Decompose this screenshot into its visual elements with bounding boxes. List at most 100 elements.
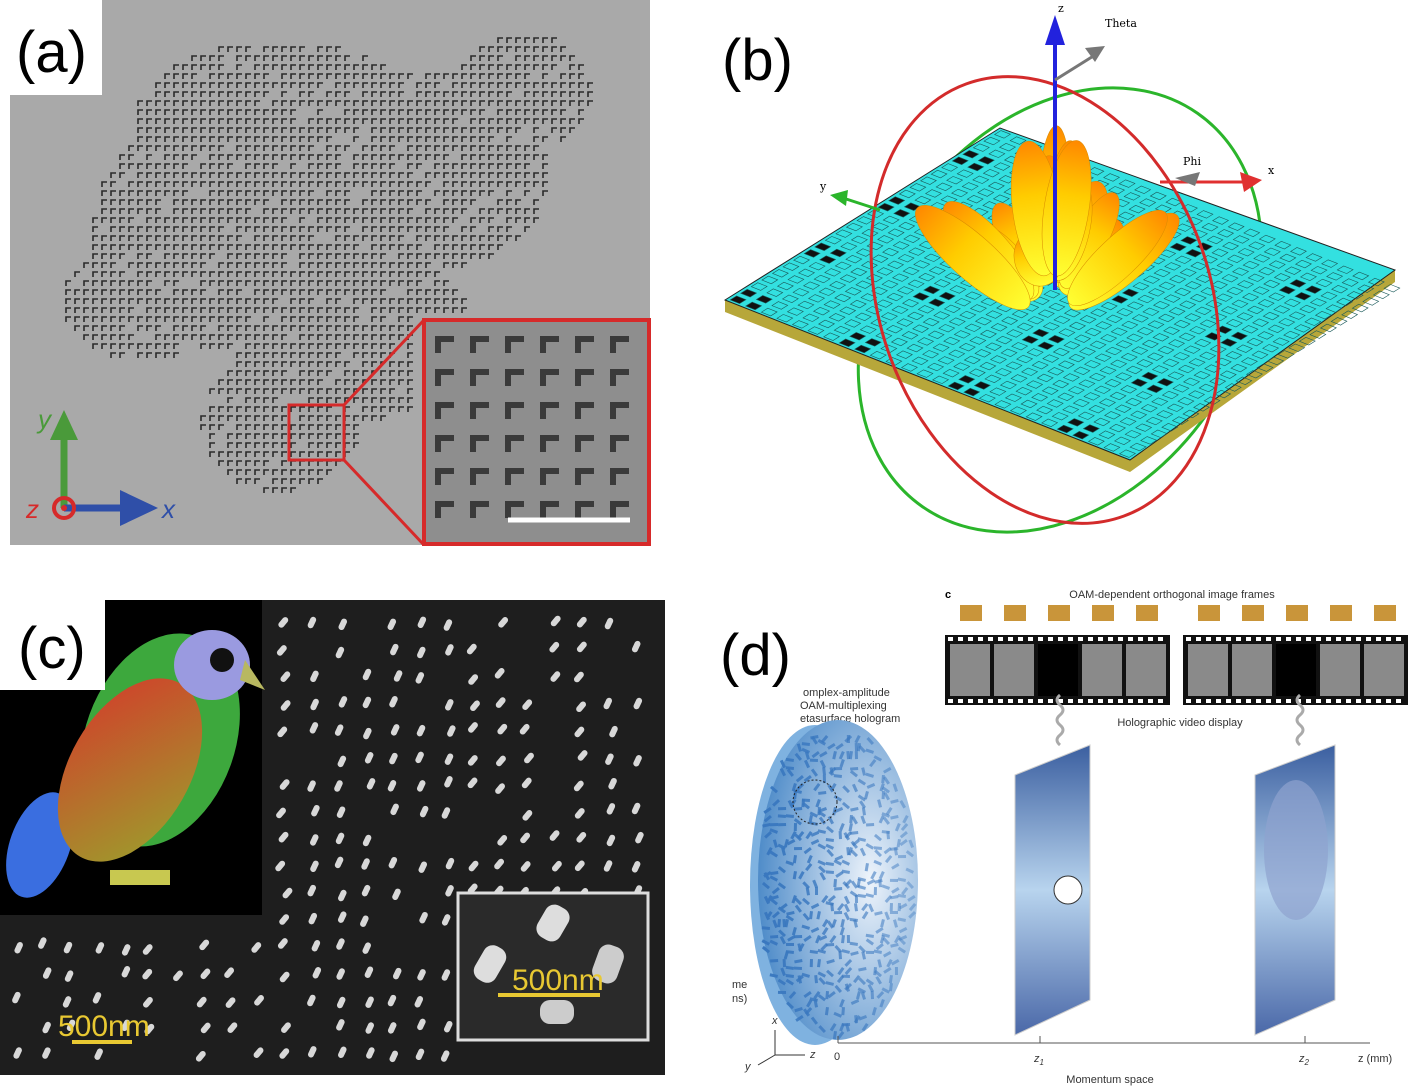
unit-cell (1357, 284, 1375, 293)
meta-atom (209, 433, 215, 439)
meta-atom (783, 839, 789, 848)
meta-atom (515, 109, 521, 115)
meta-atom (290, 451, 296, 457)
meta-atom (506, 181, 512, 187)
meta-atom (146, 316, 152, 322)
meta-atom (770, 959, 779, 963)
meta-atom (425, 82, 431, 88)
meta-atom (200, 343, 206, 349)
meta-atom (844, 983, 850, 992)
meta-atom (452, 217, 458, 223)
meta-atom (435, 336, 454, 353)
sprocket (1186, 699, 1191, 703)
meta-atom (326, 415, 332, 421)
meta-atom (173, 352, 179, 358)
meta-atom (407, 244, 413, 250)
meta-atom (897, 903, 901, 912)
unit-cell (1062, 373, 1080, 382)
meta-atom (488, 190, 494, 196)
meta-atom (497, 73, 503, 79)
meta-atom (182, 298, 188, 304)
unit-cell (922, 350, 940, 359)
sprocket (1098, 637, 1103, 641)
meta-atom (290, 226, 296, 232)
unit-cell (893, 209, 911, 218)
unit-cell (1114, 404, 1132, 413)
unit-cell (943, 304, 961, 314)
meta-atom (245, 460, 251, 466)
meta-atom (299, 127, 305, 133)
meta-atom (191, 289, 197, 295)
meta-atom (254, 199, 260, 205)
unit-cell (786, 307, 804, 316)
meta-atom (236, 442, 242, 448)
meta-atom (155, 163, 161, 169)
unit-cell (1184, 281, 1202, 290)
sprocket (1276, 637, 1281, 641)
meta-atom (795, 1015, 804, 1022)
nanorod (121, 1019, 131, 1032)
unit-cell (972, 143, 990, 152)
unit-cell (956, 169, 974, 178)
unit-cell (1240, 357, 1258, 366)
meta-atom (434, 100, 440, 106)
meta-atom (290, 406, 296, 412)
meta-atom (479, 190, 485, 196)
meta-atom (209, 424, 215, 430)
meta-atom (110, 325, 116, 331)
meta-atom (263, 469, 269, 475)
meta-atom (344, 226, 350, 232)
meta-atom (443, 172, 449, 178)
unit-cell (919, 176, 937, 185)
meta-atom (769, 785, 778, 794)
meta-atom (254, 298, 260, 304)
meta-atom (813, 783, 821, 792)
meta-atom (137, 316, 143, 322)
nanorod (470, 700, 480, 712)
meta-atom (479, 163, 485, 169)
meta-atom (173, 208, 179, 214)
meta-atom (371, 343, 377, 349)
meta-atom (101, 244, 107, 250)
meta-atom (443, 199, 449, 205)
meta-atom (407, 325, 413, 331)
unit-cell (1043, 290, 1061, 299)
unit-cell (900, 363, 918, 372)
meta-atom (281, 406, 287, 412)
unit-cell (1037, 341, 1055, 350)
unit-cell (1294, 259, 1312, 269)
meta-atom (209, 334, 215, 340)
meta-atom (191, 316, 197, 322)
meta-atom (389, 172, 395, 178)
camera (1242, 605, 1264, 621)
unit-cell (1067, 386, 1085, 395)
meta-atom (362, 208, 368, 214)
unit-cell (854, 312, 872, 322)
meta-atom (263, 226, 269, 232)
sprocket (1376, 637, 1381, 641)
meta-atom (209, 73, 215, 79)
sprocket (1346, 637, 1351, 641)
meta-atom (173, 127, 179, 133)
meta-atom (245, 442, 251, 448)
unit-cell (859, 325, 877, 334)
meta-atom (128, 298, 134, 304)
meta-atom (281, 46, 287, 52)
meta-atom (227, 244, 233, 250)
meta-atom (164, 217, 170, 223)
meta-atom (164, 334, 170, 340)
meta-atom (416, 145, 422, 151)
meta-atom (407, 280, 413, 286)
meta-atom (263, 136, 269, 142)
nanorod (608, 777, 617, 790)
meta-atom (209, 163, 215, 169)
meta-atom (488, 100, 494, 106)
meta-atom (74, 271, 80, 277)
meta-atom (794, 847, 803, 851)
meta-atom (155, 226, 161, 232)
meta-atom (803, 846, 812, 855)
nanorod (417, 1018, 426, 1031)
meta-atom (281, 424, 287, 430)
meta-atom (524, 217, 530, 223)
meta-atom (272, 298, 278, 304)
